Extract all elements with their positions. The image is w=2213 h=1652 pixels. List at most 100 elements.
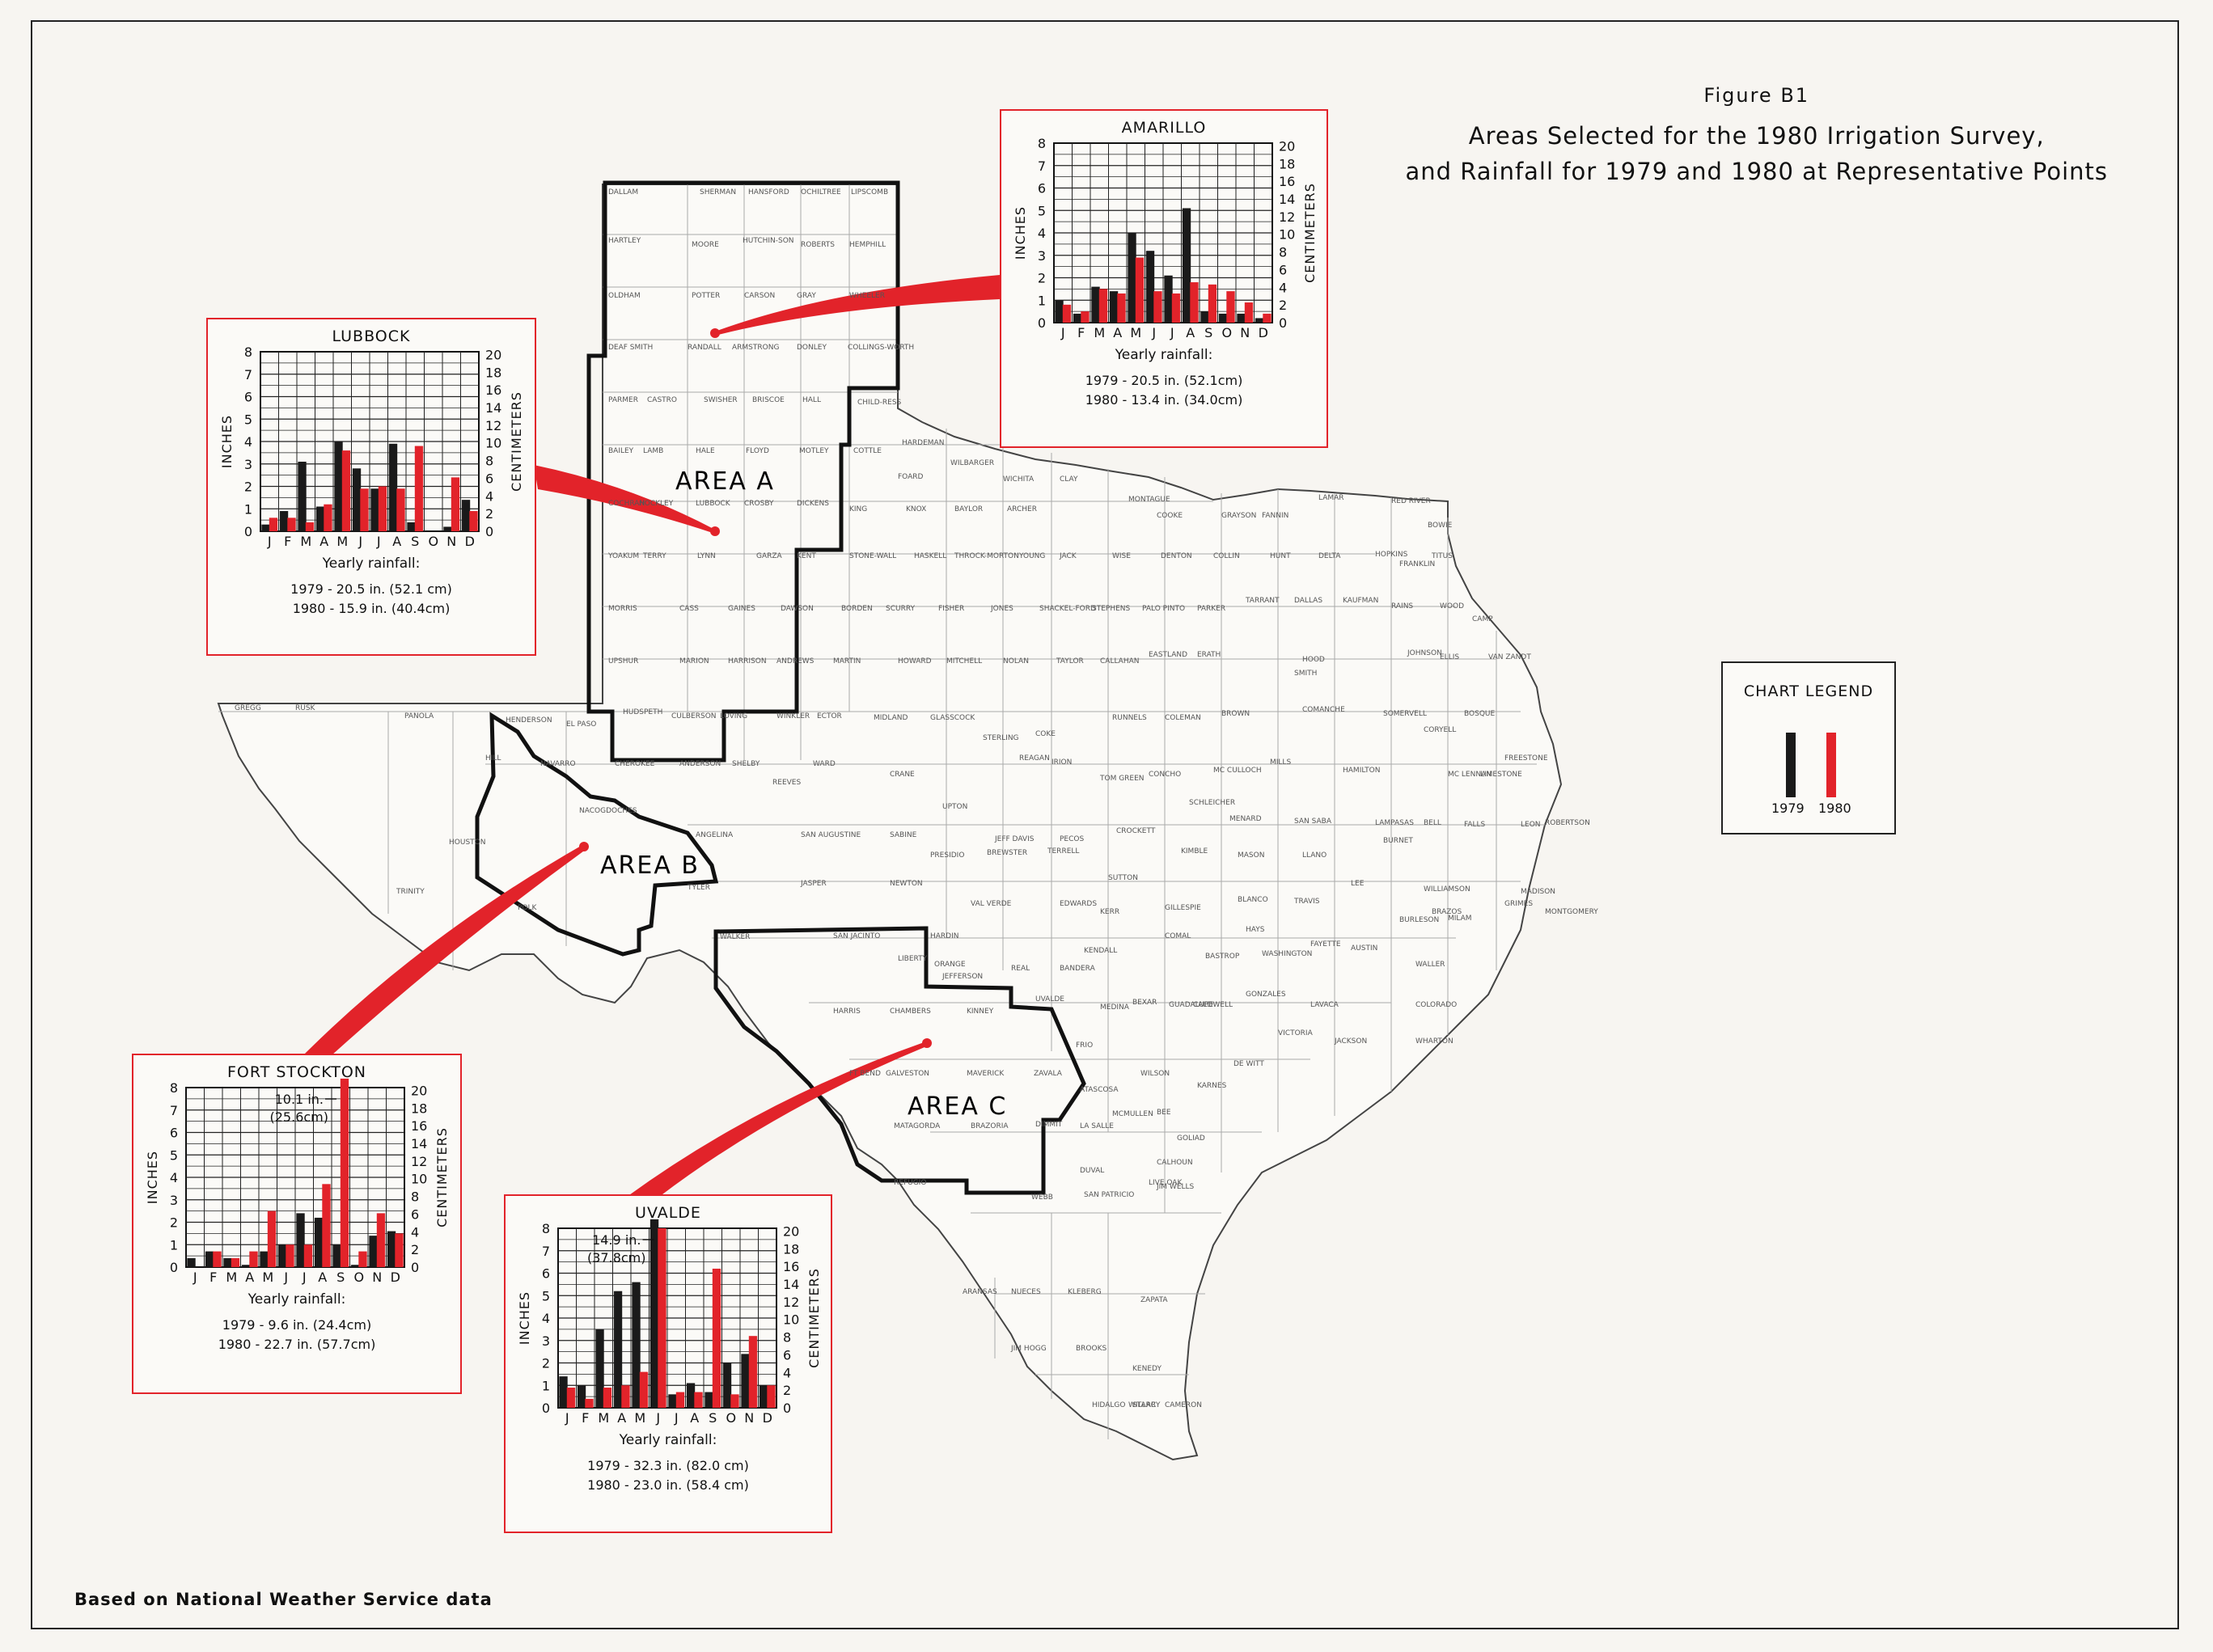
area-b-label: AREA B <box>600 851 700 880</box>
county-label: POLK <box>518 904 538 912</box>
county-label: CROCKETT <box>1116 827 1156 835</box>
bar-1979-j <box>296 1213 305 1267</box>
x-tick-label: N <box>372 1270 382 1285</box>
county-label: PARMER <box>608 396 638 404</box>
y2-tick-label: 20 <box>485 347 501 362</box>
bar-1979-j <box>559 1376 568 1408</box>
y-tick-label: 3 <box>170 1193 178 1208</box>
y2-tick-label: 0 <box>411 1260 419 1275</box>
county-label: MAVERICK <box>967 1070 1005 1078</box>
county-label: MONTGOMERY <box>1545 908 1598 916</box>
y2-tick-label: 12 <box>411 1154 427 1169</box>
x-tick-label: S <box>709 1410 717 1426</box>
bar-1979-m <box>334 442 343 531</box>
county-label: OCHILTREE <box>801 188 841 196</box>
y2-tick-label: 20 <box>1279 138 1295 154</box>
county-label: CASTRO <box>647 396 677 404</box>
bar-1979-j <box>370 488 379 531</box>
county-label: SAN JACINTO <box>833 932 880 940</box>
county-label: CASS <box>679 605 699 613</box>
county-label: FOARD <box>898 473 924 481</box>
county-label: TAYLOR <box>1056 657 1084 665</box>
y-tick-label: 5 <box>244 412 252 427</box>
bar-1979-n <box>1237 313 1246 323</box>
county-label: KENEDY <box>1132 1365 1162 1373</box>
bar-1979-j <box>277 1244 287 1267</box>
county-label: GRAY <box>797 292 816 300</box>
county-label: COCHRAN <box>608 500 645 508</box>
county-label: VICTORIA <box>1278 1029 1314 1037</box>
yearly-rainfall-label: Yearly rainfall: <box>322 556 421 572</box>
y2-tick-label: 18 <box>411 1101 427 1116</box>
county-label: KNOX <box>906 505 926 513</box>
county-label: DELTA <box>1318 552 1341 560</box>
chart-title: LUBBOCK <box>332 327 411 345</box>
bar-1979-o <box>350 1265 360 1267</box>
x-tick-label: N <box>446 534 456 549</box>
y2-tick-label: 2 <box>411 1242 419 1257</box>
bar-1980-m <box>1135 257 1145 323</box>
county-label: UPTON <box>942 803 967 811</box>
y2-tick-label: 8 <box>1279 245 1287 260</box>
county-label: PALO PINTO <box>1142 605 1185 613</box>
bar-1979-d <box>759 1385 768 1408</box>
y-tick-label: 7 <box>1038 158 1046 174</box>
county-label: DICKENS <box>797 500 829 508</box>
y2-tick-label: 16 <box>411 1118 427 1134</box>
bar-1980-m <box>267 1210 277 1267</box>
county-label: JEFF DAVIS <box>994 835 1035 843</box>
county-label: PECOS <box>1060 835 1084 843</box>
bar-1980-a <box>1190 282 1199 323</box>
county-label: BRAZORIA <box>971 1122 1009 1130</box>
bar-1979-j <box>1055 300 1064 323</box>
bar-1980-s <box>340 1078 349 1267</box>
bar-1980-a <box>324 504 332 531</box>
y-tick-label: 4 <box>170 1170 178 1185</box>
bar-1979-j <box>1145 251 1155 323</box>
x-tick-label: F <box>209 1270 217 1285</box>
county-label: WILLACY <box>1128 1401 1161 1409</box>
y2-tick-label: 14 <box>485 400 501 416</box>
legend-label-1979: 1979 <box>1771 801 1805 816</box>
y-tick-label: 7 <box>542 1244 550 1259</box>
yearly-rainfall-1979: 1979 - 9.6 in. (24.4cm) <box>222 1317 372 1333</box>
y2-tick-label: 18 <box>1279 156 1295 171</box>
point-uvalde <box>922 1038 932 1048</box>
county-label: NAVARRO <box>540 760 576 768</box>
bar-1980-s <box>712 1268 721 1408</box>
county-label: WILBARGER <box>950 459 994 467</box>
point-fort-stockton <box>579 842 589 851</box>
county-label: GARZA <box>756 552 783 560</box>
county-label: SUTTON <box>1108 874 1138 882</box>
x-tick-label: J <box>376 534 381 549</box>
x-tick-label: M <box>1094 325 1105 340</box>
county-label: WALKER <box>720 933 750 941</box>
county-label: ANDREWS <box>776 657 815 665</box>
county-label: DEAF SMITH <box>608 344 653 352</box>
y-tick-label: 0 <box>542 1401 550 1416</box>
county-label: HAYS <box>1246 926 1265 934</box>
bar-1980-a <box>322 1184 331 1267</box>
county-label: BELL <box>1424 819 1441 827</box>
county-label: POTTER <box>692 292 720 300</box>
county-label: REEVES <box>772 779 801 787</box>
county-label: LLANO <box>1302 851 1327 860</box>
county-label: DIMMIT <box>1035 1121 1063 1129</box>
x-tick-label: J <box>283 1270 288 1285</box>
county-label: MC CULLOCH <box>1213 767 1262 775</box>
county-label: LUBBOCK <box>696 500 731 508</box>
figure-title-line-1: Areas Selected for the 1980 Irrigation S… <box>1468 122 2045 150</box>
county-label: RUNNELS <box>1112 714 1147 722</box>
county-label: KENDALL <box>1084 947 1117 955</box>
x-tick-label: O <box>1221 325 1232 340</box>
county-label: FRIO <box>1076 1041 1093 1050</box>
county-label: BOSQUE <box>1464 710 1495 718</box>
county-label: COLEMAN <box>1165 714 1201 722</box>
area-b-outline <box>475 712 719 957</box>
bar-1980-j <box>286 1244 294 1267</box>
county-label: JIM WELLS <box>1156 1183 1195 1191</box>
bar-1980-d <box>469 511 478 531</box>
bar-1979-a <box>314 1217 324 1267</box>
bar-1980-j <box>269 518 278 531</box>
x-tick-label: J <box>565 1410 569 1426</box>
